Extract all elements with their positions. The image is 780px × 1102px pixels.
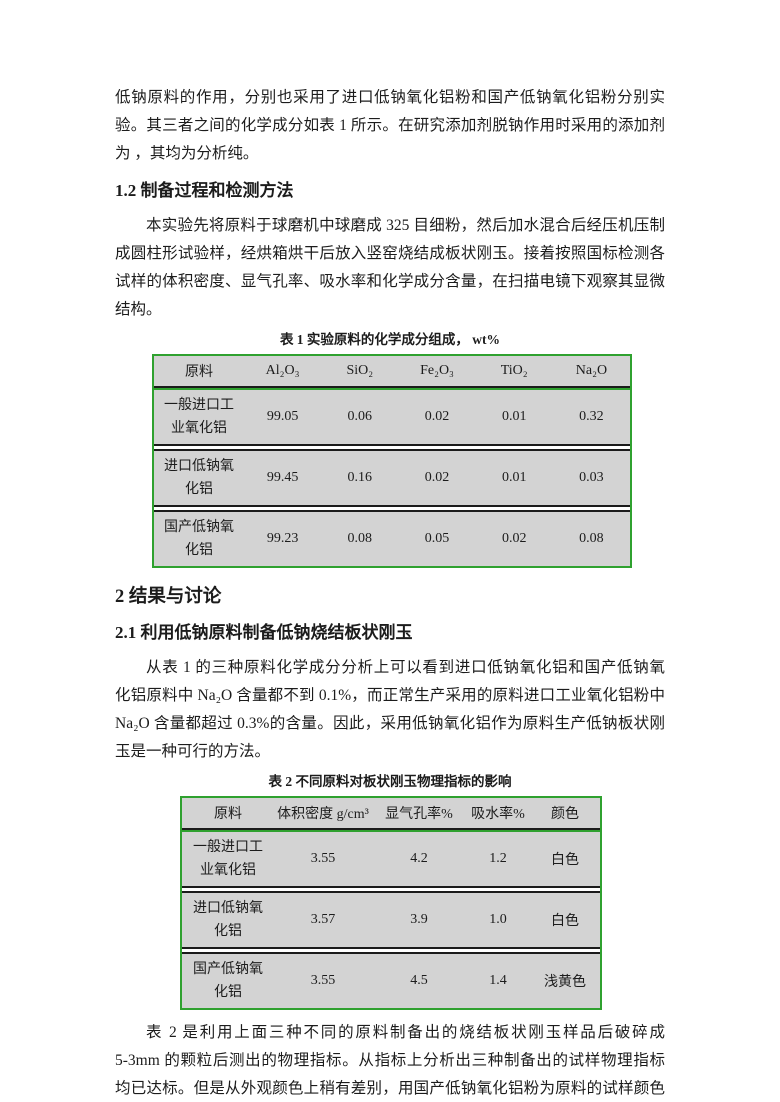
paragraph-intro: 低钠原料的作用，分别也采用了进口低钠氧化铝粉和国产低钠氧化铝粉分别实 验。其三者…: [115, 84, 665, 168]
table-cell: 3.55: [310, 973, 336, 988]
paragraph-line: 本实验先将原料于球磨机中球磨成 325 目细粉，然后加水混合后经压机压制: [146, 217, 665, 234]
table-row: 进口低钠氧 化铝 3.57 3.9 1.0 白色: [182, 891, 600, 949]
table1-header-cell: Fe₂O₃: [420, 363, 454, 378]
table-cell: 4.5: [410, 973, 428, 988]
table2-header-cell: 体积密度 g/cm³: [277, 807, 369, 822]
paragraph-line: 5-3mm 的颗粒后测出的物理指标。从指标上分析出三种制备出的试样物理指标: [115, 1052, 665, 1069]
paragraph-line: 成圆柱形试验样，经烘箱烘干后放入竖窑烧结成板状刚玉。接着按照国标检测各: [115, 245, 665, 262]
table-cell: 0.16: [347, 470, 373, 485]
table2-header-cell: 显气孔率%: [385, 807, 453, 822]
table-cell: 0.08: [579, 531, 604, 546]
table2-physical-properties: 原料 体积密度 g/cm³ 显气孔率% 吸水率% 颜色 一般进口工 业氧化铝 3…: [180, 796, 602, 1010]
paragraph-method: 本实验先将原料于球磨机中球磨成 325 目细粉，然后加水混合后经压机压制 成圆柱…: [115, 212, 665, 324]
paragraph-line: 验。其三者之间的化学成分如表 1 所示。在研究添加剂脱钠作用时采用的添加剂: [115, 117, 665, 134]
table-cell-material: 国产低钠氧 化铝: [164, 520, 234, 558]
table-cell: 白色: [551, 914, 579, 929]
table-cell-material: 进口低钠氧 化铝: [164, 459, 234, 497]
table-cell-material: 一般进口工 业氧化铝: [193, 840, 263, 878]
table-row: 进口低钠氧 化铝 99.45 0.16 0.02 0.01 0.03: [154, 449, 630, 507]
table2-header-cell: 颜色: [551, 807, 579, 822]
paragraph-line: Na₂O 含量都超过 0.3%的含量。因此，采用低钠氧化铝作为原料生产低钠板状刚: [115, 715, 665, 732]
table-cell: 1.0: [489, 912, 507, 927]
table-cell: 0.06: [347, 409, 373, 424]
paragraph-line: 从表 1 的三种原料化学成分分析上可以看到进口低钠氧化铝和国产低钠氧: [146, 659, 665, 676]
table-cell: 0.03: [579, 470, 604, 485]
table2-header-divider: [182, 830, 600, 832]
table-cell: 99.23: [266, 531, 299, 546]
paragraph-line: 玉是一种可行的方法。: [115, 743, 271, 760]
table-row: 一般进口工 业氧化铝 99.05 0.06 0.02 0.01 0.32: [154, 390, 630, 446]
table-cell-material: 国产低钠氧 化铝: [193, 962, 263, 1000]
table-cell: 浅黄色: [544, 975, 586, 990]
paragraph-line: 结构。: [115, 301, 162, 318]
table1-header-cell: Al₂O₃: [265, 363, 300, 378]
table2-body: 一般进口工 业氧化铝 3.55 4.2 1.2 白色 进口低钠氧 化铝 3.57…: [182, 832, 600, 1008]
paragraph-line: 化铝原料中 Na₂O 含量都不到 0.1%，而正常生产采用的原料进口工业氧化铝粉…: [115, 687, 665, 704]
table-cell: 0.01: [501, 409, 527, 424]
table1-header-cell: TiO₂: [500, 363, 528, 378]
table1-caption: 表 1 实验原料的化学成分组成， wt%: [279, 332, 501, 347]
table1-header-cell: Na₂O: [575, 363, 608, 378]
table-cell: 3.57: [310, 912, 336, 927]
table-cell: 0.08: [347, 531, 373, 546]
table-cell: 白色: [551, 853, 579, 868]
table2-header-row: 原料 体积密度 g/cm³ 显气孔率% 吸水率% 颜色: [182, 798, 600, 830]
table1-body: 一般进口工 业氧化铝 99.05 0.06 0.02 0.01 0.32 进口低…: [154, 390, 630, 566]
table1-header-divider: [154, 388, 630, 390]
table-cell: 0.05: [424, 531, 450, 546]
table-cell: 1.2: [489, 851, 507, 866]
table-row: 国产低钠氧 化铝 99.23 0.08 0.05 0.02 0.08: [154, 510, 630, 566]
paragraph-line: 均已达标。但是从外观颜色上稍有差别，用国产低钠氧化铝粉为原料的试样颜色: [115, 1080, 665, 1097]
table-cell: 3.9: [410, 912, 428, 927]
paragraph-results: 从表 1 的三种原料化学成分分析上可以看到进口低钠氧化铝和国产低钠氧 化铝原料中…: [115, 654, 665, 766]
table-cell: 0.02: [501, 531, 527, 546]
table-cell: 0.02: [424, 470, 450, 485]
paragraph-line: 为 ，其均为分析纯。: [115, 145, 259, 162]
table1-chemical-composition: 原料 Al₂O₃ SiO₂ Fe₂O₃ TiO₂ Na₂O 一般进口工 业氧化铝…: [152, 354, 632, 568]
table-row: 国产低钠氧 化铝 3.55 4.5 1.4 浅黄色: [182, 952, 600, 1008]
table-row: 一般进口工 业氧化铝 3.55 4.2 1.2 白色: [182, 832, 600, 888]
table-cell: 99.45: [266, 470, 299, 485]
table2-header-cell: 原料: [214, 807, 242, 822]
paragraph-line: 试样的体积密度、显气孔率、吸水率和化学成分含量，在扫描电镜下观察其显微: [115, 273, 665, 290]
table-cell: 0.02: [424, 409, 450, 424]
section-heading-1-2: 1.2 制备过程和检测方法: [115, 181, 294, 200]
table-cell: 0.32: [579, 409, 604, 424]
table2-caption: 表 2 不同原料对板状刚玉物理指标的影响: [268, 774, 512, 789]
table1-header-cell: SiO₂: [346, 363, 374, 378]
table1-header-row: 原料 Al₂O₃ SiO₂ Fe₂O₃ TiO₂ Na₂O: [154, 356, 630, 388]
table-cell: 99.05: [266, 409, 299, 424]
table-cell-material: 进口低钠氧 化铝: [193, 901, 263, 939]
table-cell: 3.55: [310, 851, 336, 866]
paragraph-line: 表 2 是利用上面三种不同的原料制备出的烧结板状刚玉样品后破碎成: [146, 1024, 665, 1041]
table2-header-cell: 吸水率%: [471, 807, 525, 822]
table-cell-material: 一般进口工 业氧化铝: [164, 398, 234, 436]
section-heading-2: 2 结果与讨论: [115, 587, 222, 607]
table-cell: 1.4: [489, 973, 507, 988]
table-cell: 0.01: [501, 470, 527, 485]
table1-header-cell: 原料: [185, 365, 213, 380]
paragraph-line: 低钠原料的作用，分别也采用了进口低钠氧化铝粉和国产低钠氧化铝粉分别实: [115, 89, 665, 106]
paragraph-discussion: 表 2 是利用上面三种不同的原料制备出的烧结板状刚玉样品后破碎成 5-3mm 的…: [115, 1019, 665, 1102]
table-cell: 4.2: [410, 851, 428, 866]
section-heading-2-1: 2.1 利用低钠原料制备低钠烧结板状刚玉: [115, 623, 413, 642]
